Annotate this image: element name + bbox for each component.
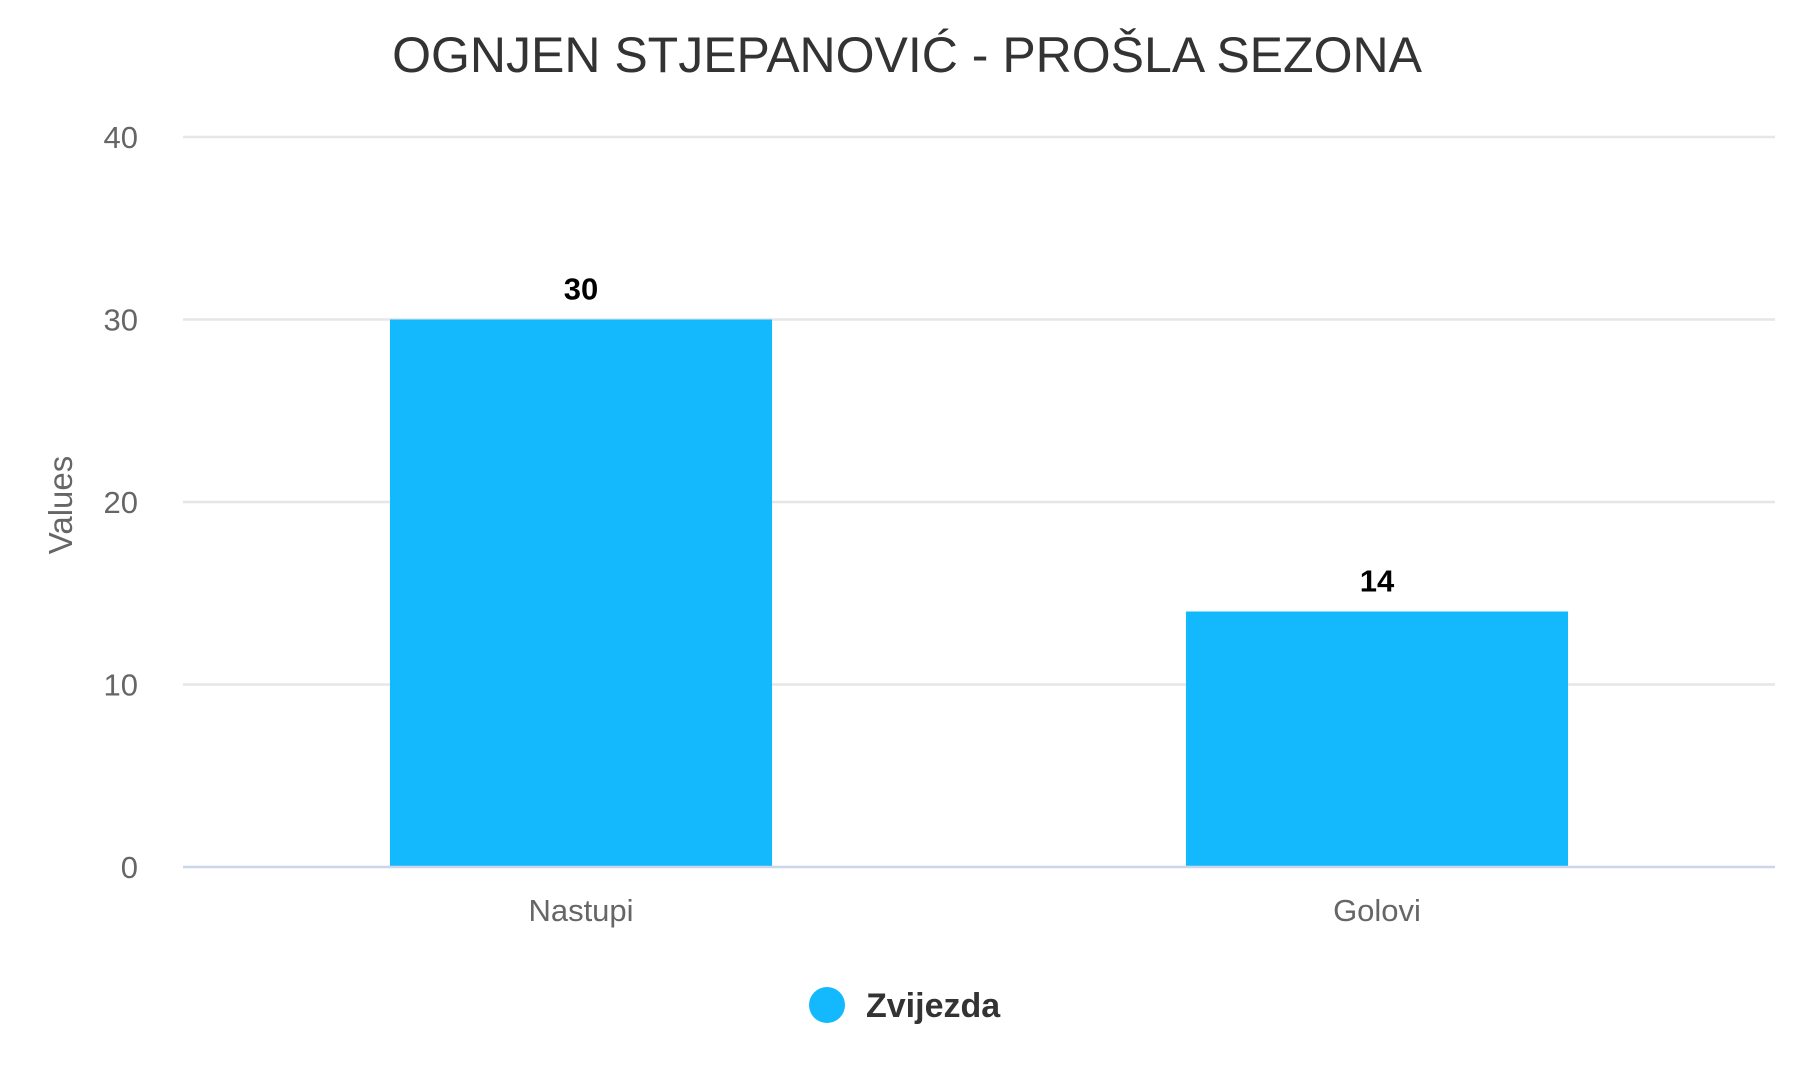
y-axis-ticks: 0 10 20 30 40 <box>104 120 138 885</box>
bars <box>389 319 1569 868</box>
data-label-golovi: 14 <box>1360 564 1395 599</box>
y-tick-label: 40 <box>104 120 138 155</box>
x-axis-ticks: Nastupi Golovi <box>528 893 1420 928</box>
y-tick-label: 0 <box>121 850 138 885</box>
legend[interactable]: Zvijezda <box>809 987 1001 1025</box>
y-tick-label: 10 <box>104 668 138 703</box>
bar-golovi[interactable] <box>1185 611 1569 868</box>
y-axis-title: Values <box>42 456 79 554</box>
bar-nastupi[interactable] <box>389 319 773 868</box>
y-tick-label: 30 <box>104 303 138 338</box>
data-label-nastupi: 30 <box>564 272 598 307</box>
y-tick-label: 20 <box>104 485 138 520</box>
x-tick-label-golovi: Golovi <box>1333 893 1421 928</box>
data-labels: 30 14 <box>564 272 1395 599</box>
legend-label: Zvijezda <box>866 987 1001 1025</box>
x-tick-label-nastupi: Nastupi <box>528 893 633 928</box>
chart-title: OGNJEN STJEPANOVIĆ - PROŠLA SEZONA <box>392 27 1422 83</box>
legend-marker <box>809 987 845 1023</box>
